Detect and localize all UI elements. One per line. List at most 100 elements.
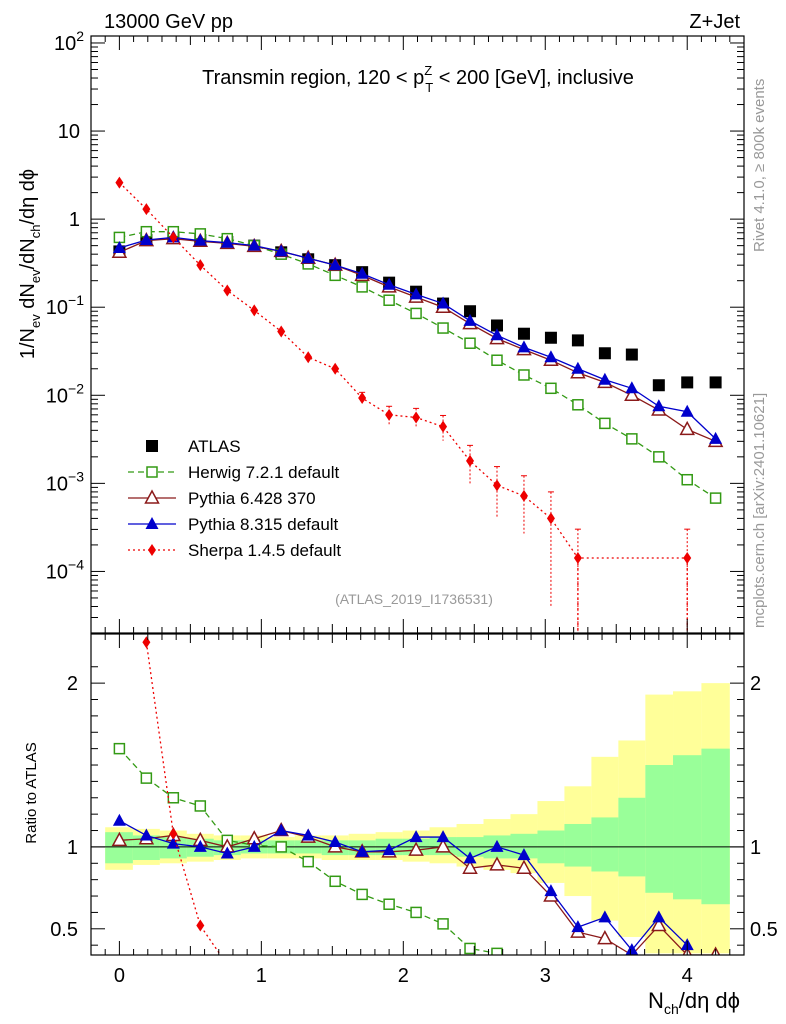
xlabel-p0: N <box>648 988 664 1013</box>
atlas-point <box>652 379 665 392</box>
pythia-6-428-370-ratio-point <box>597 930 613 945</box>
sherpa-1-4-5-default-point <box>169 231 178 244</box>
pythia-8-315-default-ratio-point <box>652 910 666 923</box>
x-axis-label: Nch/dη dϕ <box>648 988 740 1017</box>
sherpa-1-4-5-default-point <box>546 512 555 525</box>
pythia-8-315-default-ratio-point <box>220 846 234 859</box>
ylabel-p5: ch <box>28 225 43 239</box>
sherpa-1-4-5-default-point <box>358 392 367 405</box>
pythia-8-315-default-point <box>328 258 342 271</box>
herwig-7-2-1-default-point <box>356 281 368 293</box>
pythia-8-315-default-ratio-line <box>119 820 688 952</box>
sherpa-1-4-5-default-point <box>492 479 501 492</box>
herwig-7-2-1-default-ratio-point <box>194 800 207 812</box>
pythia-8-315-default-ratio-point <box>490 839 504 852</box>
herwig-7-2-1-default-point <box>653 451 665 463</box>
pythia-8-315-default-point <box>409 287 423 300</box>
sherpa-1-4-5-default-point <box>683 552 692 565</box>
y-tick-label: 10−2 <box>46 380 84 407</box>
pythia-8-315-default-point <box>112 241 126 254</box>
pythia-8-315-default-ratio-point <box>625 943 639 955</box>
herwig-7-2-1-default-point <box>626 433 638 445</box>
chart-title: Transmin region, 120 < pZ T < 200 [GeV], … <box>202 63 634 95</box>
ratio-tick-label: 0.5 <box>50 919 78 941</box>
herwig-7-2-1-default-line <box>119 231 716 499</box>
herwig-7-2-1-default-ratio-point <box>410 906 422 919</box>
mcplots-label: mcplots.cern.ch [arXiv:2401.10621] <box>751 393 768 628</box>
legend-label-pythia-6-428-370: Pythia 6.428 370 <box>188 489 316 508</box>
sherpa-1-4-5-default-ratio-point <box>169 827 178 840</box>
pythia-8-315-default-ratio-point <box>328 834 342 847</box>
pythia-8-315-default-ratio-point <box>382 843 396 856</box>
legend-label-herwig-7-2-1-default: Herwig 7.2.1 default <box>188 463 339 482</box>
ratio-tick-label-right: 2 <box>750 673 761 695</box>
pythia-8-315-default-ratio-point <box>571 920 585 933</box>
pythia-8-315-default-point <box>193 233 207 246</box>
main-series-layer <box>111 176 724 633</box>
y-tick-label: 10−1 <box>46 292 84 319</box>
ylabel-p1: ev <box>28 314 43 328</box>
pythia-8-315-default-ratio-point <box>463 851 477 864</box>
x-tick-label: 2 <box>398 965 409 987</box>
sherpa-1-4-5-default-ratio-point <box>223 959 231 971</box>
band-green-20 <box>645 765 674 893</box>
herwig-7-2-1-default-ratio-point <box>437 918 449 930</box>
atlas-point <box>571 334 584 347</box>
sherpa-1-4-5-default-point <box>385 408 394 421</box>
herwig-7-2-1-default-point <box>491 354 503 366</box>
herwig-7-2-1-default-point <box>518 369 530 381</box>
pythia-6-428-370-point <box>624 386 640 402</box>
pythia-8-315-default-ratio-point <box>274 823 288 836</box>
pythia-6-428-370-ratio-point <box>489 856 505 871</box>
pythia-8-315-default-ratio-point <box>247 839 261 852</box>
legend-label-atlas: ATLAS <box>188 437 241 456</box>
pythia-8-315-default-point <box>220 235 234 248</box>
pythia-8-315-default-ratio-point <box>544 884 558 897</box>
pythia-8-315-default-point <box>625 381 639 394</box>
title-sub: T <box>425 80 433 95</box>
herwig-7-2-1-default-ratio-point <box>383 898 395 910</box>
pythia-8-315-default-ratio-point <box>598 910 612 923</box>
pythia-8-315-default-point <box>544 350 558 363</box>
pythia-8-315-default-point <box>355 266 369 279</box>
title-part-2: < 200 [GeV], inclusive <box>433 67 634 89</box>
y-tick-label: 102 <box>54 28 84 55</box>
ratio-tick-label: 2 <box>67 673 78 695</box>
legend-marker-pythia-8-315-default <box>145 517 159 529</box>
atlas-point <box>681 376 694 389</box>
legend: ATLAS Herwig 7.2.1 default Pythia 6.428 37… <box>128 437 341 560</box>
herwig-7-2-1-default-point <box>599 417 611 430</box>
band-green-19 <box>618 797 646 877</box>
pythia-8-315-default-ratio-point <box>193 839 207 852</box>
pythia-8-315-default-point <box>463 313 477 326</box>
ylabel-p0: 1/N <box>17 328 39 359</box>
ratio-y-label: Ratio to ATLAS <box>23 742 40 843</box>
sherpa-1-4-5-default-point <box>331 362 340 375</box>
pythia-8-315-default-ratio-point <box>409 830 423 843</box>
xlabel-p2: /dη dϕ <box>679 988 740 1013</box>
herwig-7-2-1-default-ratio-point <box>167 792 180 804</box>
pythia-8-315-default-point <box>247 238 261 251</box>
pythia-8-315-default-point <box>490 328 504 341</box>
band-green-18 <box>591 817 619 872</box>
pythia-8-315-default-ratio-point <box>301 828 315 841</box>
title-part-1: Transmin region, 120 < p <box>202 67 424 89</box>
herwig-7-2-1-default-ratio-point <box>356 888 368 901</box>
pythia-8-315-default-point <box>301 251 315 264</box>
herwig-7-2-1-default-ratio-point <box>302 855 314 868</box>
sherpa-1-4-5-default-point <box>466 454 475 467</box>
sherpa-1-4-5-default-ratio-point <box>196 919 205 932</box>
herwig-7-2-1-default-point <box>681 473 693 486</box>
pythia-8-315-default-ratio-point <box>436 830 450 843</box>
legend-marker-sherpa-1-4-5-default <box>148 544 156 556</box>
herwig-7-2-1-default-ratio-point <box>464 942 476 955</box>
sherpa-1-4-5-default-ratio-point <box>142 636 151 649</box>
sherpa-1-4-5-default-point <box>115 176 124 189</box>
ylabel-p2: dN <box>17 283 39 314</box>
pythia-8-315-default-point <box>274 244 288 257</box>
legend-marker-herwig-7-2-1-default <box>146 466 158 478</box>
rivet-label: Rivet 4.1.0, ≥ 800k events <box>751 79 768 252</box>
herwig-7-2-1-default-ratio-point <box>113 742 126 755</box>
atlas-point <box>490 319 503 332</box>
